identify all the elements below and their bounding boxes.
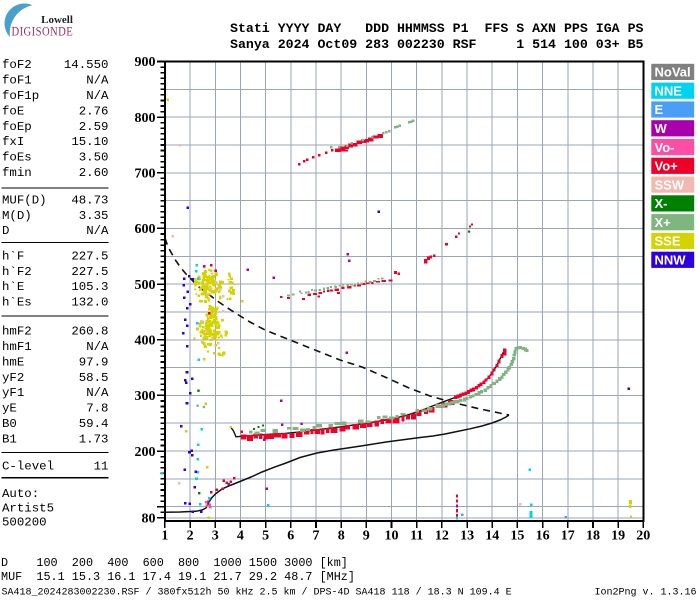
svg-text:Ion2Png v. 1.3.16: Ion2Png v. 1.3.16 [594,588,696,599]
svg-text:17: 17 [561,528,575,543]
svg-text:48.73: 48.73 [71,193,108,207]
svg-text:h`Es: h`Es [2,296,32,310]
svg-text:80: 80 [142,512,156,527]
svg-text:500200: 500200 [2,516,47,530]
svg-text:19: 19 [611,528,625,543]
svg-text:15.10: 15.10 [71,135,108,149]
svg-text:foF1p: foF1p [2,89,39,103]
svg-text:D 100 200 400 600 800: D 100 200 400 600 800 1000 1500 3000 [km… [1,556,348,570]
svg-text:Artist5: Artist5 [2,502,54,516]
svg-text:M(D): M(D) [2,209,32,223]
svg-text:N/A: N/A [86,89,109,103]
svg-text:MUF(D): MUF(D) [2,193,47,207]
svg-text:12: 12 [435,528,449,543]
svg-text:11: 11 [410,528,423,543]
svg-text:Auto:: Auto: [2,487,39,501]
svg-text:Stati YYYY DAY DDD HHMMSS P1: Stati YYYY DAY DDD HHMMSS P1 FFS S AXN P… [230,21,644,36]
svg-text:900: 900 [135,55,156,70]
svg-text:h`E: h`E [2,280,24,294]
svg-text:D: D [2,224,9,238]
svg-text:DIGISONDE: DIGISONDE [12,24,74,39]
svg-text:97.9: 97.9 [79,355,109,369]
svg-text:3.50: 3.50 [79,151,109,165]
svg-text:4: 4 [237,528,244,543]
svg-text:2: 2 [187,528,194,543]
svg-text:SSE: SSE [655,234,681,249]
svg-text:15: 15 [510,528,524,543]
svg-text:yF1: yF1 [2,386,24,400]
svg-text:2.60: 2.60 [79,166,109,180]
svg-text:5: 5 [262,528,269,543]
svg-text:2.76: 2.76 [79,104,109,118]
svg-text:yF2: yF2 [2,371,24,385]
svg-text:h`F: h`F [2,249,24,263]
svg-text:B1: B1 [2,432,17,446]
svg-text:N/A: N/A [86,74,109,88]
svg-text:W: W [655,121,668,136]
svg-text:N/A: N/A [86,386,109,400]
svg-text:59.4: 59.4 [79,417,109,431]
svg-text:18: 18 [586,528,600,543]
svg-text:10: 10 [385,528,399,543]
svg-text:foEp: foEp [2,120,32,134]
svg-text:fxI: fxI [2,135,24,149]
svg-text:227.5: 227.5 [71,249,108,263]
svg-text:foE: foE [2,104,24,118]
svg-text:foF1: foF1 [2,74,32,88]
svg-text:fmin: fmin [2,166,32,180]
svg-text:14.550: 14.550 [64,58,109,72]
svg-text:Sanya 2024 Oct09 283 002230 RS: Sanya 2024 Oct09 283 002230 RSF 1 514 10… [230,37,644,52]
svg-text:58.5: 58.5 [79,371,109,385]
svg-text:1: 1 [161,528,168,543]
svg-text:132.0: 132.0 [71,296,108,310]
svg-text:105.3: 105.3 [71,280,108,294]
svg-text:h`F2: h`F2 [2,265,32,279]
svg-text:N/A: N/A [86,340,109,354]
svg-text:7: 7 [313,528,320,543]
svg-text:B0: B0 [2,417,17,431]
svg-text:NNW: NNW [655,253,687,268]
svg-text:hmF2: hmF2 [2,325,32,339]
svg-text:500: 500 [135,278,156,293]
svg-text:227.5: 227.5 [71,265,108,279]
svg-text:800: 800 [135,111,156,126]
svg-text:2.59: 2.59 [79,120,109,134]
svg-text:NNE: NNE [655,83,683,98]
svg-text:C-level: C-level [2,460,54,474]
svg-text:9: 9 [363,528,370,543]
svg-text:E: E [655,102,664,117]
svg-text:Vo-: Vo- [655,140,675,155]
svg-text:7.8: 7.8 [86,402,108,416]
svg-text:yE: yE [2,402,17,416]
svg-text:X-: X- [655,196,668,211]
svg-text:NoVal: NoVal [655,65,691,80]
svg-text:foF2: foF2 [2,58,32,72]
svg-text:hmE: hmE [2,355,24,369]
svg-text:20: 20 [636,528,650,543]
svg-text:300: 300 [135,389,156,404]
svg-text:MUF 15.1 15.3 16.1 17.4 19.1: MUF 15.1 15.3 16.1 17.4 19.1 21.7 29.2 4… [1,570,355,584]
svg-text:600: 600 [135,222,156,237]
svg-text:14: 14 [485,528,499,543]
svg-text:260.8: 260.8 [71,325,108,339]
svg-text:X+: X+ [655,215,672,230]
svg-text:1.73: 1.73 [79,432,109,446]
svg-text:400: 400 [135,333,156,348]
svg-text:6: 6 [287,528,294,543]
svg-text:Vo+: Vo+ [655,159,679,174]
svg-text:11: 11 [94,460,109,474]
svg-text:200: 200 [135,445,156,460]
svg-text:foEs: foEs [2,151,32,165]
svg-text:SSW: SSW [655,177,685,192]
svg-text:700: 700 [135,167,156,182]
svg-text:Lowell: Lowell [41,14,73,26]
svg-text:3.35: 3.35 [79,209,109,223]
svg-text:SA418_2024283002230.RSF / 380f: SA418_2024283002230.RSF / 380fx512h 50 k… [2,587,512,599]
svg-text:16: 16 [536,528,550,543]
svg-text:8: 8 [338,528,345,543]
svg-text:N/A: N/A [86,224,109,238]
svg-text:3: 3 [212,528,219,543]
svg-text:13: 13 [460,528,474,543]
svg-text:hmF1: hmF1 [2,340,32,354]
